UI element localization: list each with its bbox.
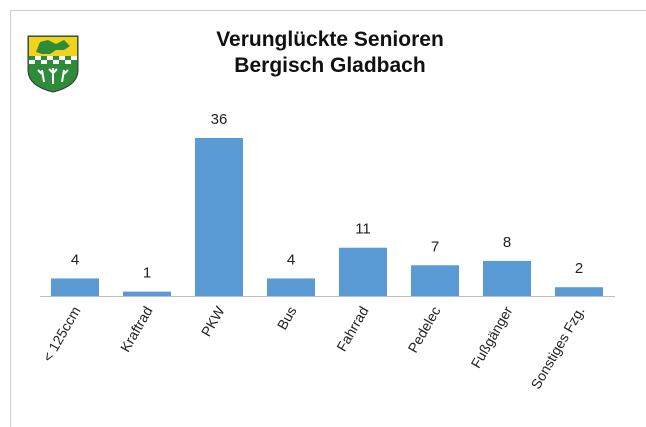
data-label: 4 [287, 251, 295, 268]
x-tick-label: Fußgänger [467, 303, 515, 371]
x-tick-label: Bus [274, 304, 300, 333]
data-label: 7 [431, 238, 439, 255]
bar [51, 278, 99, 296]
x-tick-label: PKW [198, 303, 228, 339]
data-label: 2 [575, 260, 583, 277]
x-tick-label: Kraftrad [117, 304, 156, 355]
coat-of-arms [27, 35, 79, 93]
chart-title: Verunglückte Senioren [216, 28, 444, 51]
data-label: 8 [503, 234, 511, 251]
bar [483, 260, 531, 296]
bar [555, 287, 603, 296]
bar [267, 278, 315, 296]
x-tick-label: Fahrrad [333, 304, 371, 354]
x-tick-label: Sonstiges Fzg. [527, 304, 587, 392]
data-label: 11 [355, 221, 371, 238]
chart-title: Bergisch Gladbach [234, 54, 425, 77]
x-tick-label: Pedelec [404, 304, 443, 356]
data-label: 4 [71, 251, 79, 268]
bar [411, 265, 459, 296]
bar [123, 291, 171, 296]
bar [195, 138, 243, 296]
bar [339, 247, 387, 296]
data-label: 1 [143, 265, 151, 282]
data-label: 36 [211, 111, 228, 128]
x-tick-label: < 125ccm [39, 304, 83, 365]
